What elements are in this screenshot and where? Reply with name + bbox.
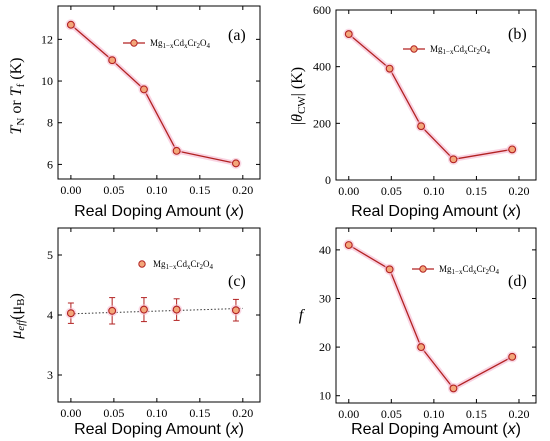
x-tick-label: 0.20 [232, 183, 253, 197]
x-tick-label: 0.15 [189, 183, 210, 197]
panel-a-legend-text: Mg1−xCdxCr2O4 [150, 38, 210, 50]
x-tick-label: 0.10 [146, 183, 167, 197]
data-point [417, 343, 426, 352]
panel-a-ylabel: TN or Tf (K) [8, 58, 27, 135]
panel-d-ylabel: f [299, 307, 306, 324]
data-point [108, 306, 117, 315]
x-tick-label: 0.20 [508, 407, 529, 421]
data-point [385, 64, 394, 73]
data-point [449, 155, 458, 164]
panel-b-xlabel: Real Doping Amount (x) [351, 203, 521, 220]
x-tick-label: 0.00 [60, 183, 81, 197]
y-tick-label: 20 [319, 340, 331, 354]
data-point [344, 241, 353, 249]
panel-a-legend: Mg1−xCdxCr2O4 [123, 38, 210, 50]
fit-line [70, 307, 243, 315]
panel-d-marks: 0.00 0.05 0.10 0.15 0.20 10 20 30 40 [319, 228, 536, 421]
x-tick-label: 0.10 [146, 406, 167, 420]
x-tick-label: 0.15 [189, 406, 210, 420]
x-tick-label: 0.10 [423, 184, 444, 198]
y-tick-label: 10 [319, 389, 331, 403]
y-tick-label: 200 [313, 116, 331, 130]
series-line [348, 244, 513, 390]
panel-a-legend-marker [130, 39, 138, 47]
data-point [140, 305, 148, 314]
y-tick-label: 4 [47, 308, 53, 322]
y-tick-label: 3 [47, 368, 53, 382]
panel-d-legend-marker [419, 265, 427, 273]
panel-d: 0.00 0.05 0.10 0.15 0.20 10 20 30 40 (d) Mg1−xCd… [299, 227, 537, 438]
y-tick-label: 6 [47, 157, 53, 171]
series-line-glow [347, 242, 514, 391]
data-point [172, 146, 181, 155]
x-tick-label: 0.00 [338, 407, 359, 421]
panel-b-legend-marker [410, 45, 418, 53]
y-tick-label: 400 [313, 60, 331, 74]
data-point [172, 305, 181, 314]
x-tick-label: 0.20 [232, 406, 253, 420]
panel-a-xlabel: Real Doping Amount (x) [74, 203, 244, 220]
y-tick-label: 600 [313, 3, 331, 17]
panel-d-label: (d) [508, 273, 527, 290]
data-point [108, 56, 117, 65]
x-tick-label: 0.05 [381, 184, 402, 198]
data-point [66, 309, 75, 318]
panel-c-marks: 0.00 0.05 0.10 0.15 0.20 3 4 5 [47, 228, 260, 420]
x-tick-label: 0.00 [338, 184, 359, 198]
y-tick-label: 12 [41, 32, 53, 46]
x-tick-label: 0.20 [508, 184, 529, 198]
x-tick-label: 0.15 [466, 184, 487, 198]
x-tick-label: 0.05 [103, 406, 124, 420]
y-tick-label: 40 [319, 243, 331, 257]
y-tick-label: 10 [41, 74, 53, 88]
data-point [417, 122, 426, 131]
panel-c-legend-marker [138, 260, 146, 268]
panel-b-marks: 0.00 0.05 0.10 0.15 0.20 0 200 400 600 [313, 3, 536, 198]
panel-b-label: (b) [508, 26, 527, 43]
panel-d-frame [335, 227, 537, 404]
panel-d-xlabel: Real Doping Amount (x) [351, 421, 521, 438]
panel-c-ylabel: μeff(μB) [8, 293, 27, 340]
data-point [140, 85, 148, 94]
data-point [508, 352, 517, 361]
panel-c-legend: Mg1−xCdxCr2O4 [138, 259, 213, 271]
panel-b: 0.00 0.05 0.10 0.15 0.20 0 200 400 600 (b) Mg1−x… [289, 3, 537, 220]
x-tick-label: 0.10 [423, 407, 444, 421]
panel-c: 0.00 0.05 0.10 0.15 0.20 3 4 5 (c) Mg1−xCdxCr2O… [8, 227, 261, 438]
panel-b-frame [335, 9, 537, 181]
x-tick-label: 0.05 [381, 407, 402, 421]
panel-c-label: (c) [228, 273, 246, 290]
x-tick-label: 0.05 [103, 183, 124, 197]
data-point [449, 384, 458, 393]
panel-d-legend-text: Mg1−xCdxCr2O4 [439, 264, 499, 276]
x-tick-label: 0.15 [466, 407, 487, 421]
panel-c-xlabel: Real Doping Amount (x) [74, 421, 244, 438]
panel-b-legend-text: Mg1−xCdxCr2O4 [430, 44, 490, 56]
panel-b-legend: Mg1−xCdxCr2O4 [403, 44, 490, 56]
data-point [231, 159, 240, 168]
y-tick-label: 0 [325, 173, 331, 187]
x-tick-label: 0.00 [60, 406, 81, 420]
panel-d-legend: Mg1−xCdxCr2O4 [412, 264, 499, 276]
data-point [231, 306, 240, 315]
data-point [344, 30, 353, 39]
panel-a-label: (a) [228, 27, 246, 44]
panel-b-ylabel: |θCW| (K) [289, 67, 308, 125]
panel-c-legend-text: Mg1−xCdxCr2O4 [153, 259, 213, 271]
data-point [508, 145, 517, 154]
y-tick-label: 5 [47, 248, 53, 262]
y-tick-label: 8 [47, 116, 53, 130]
panel-a: 0.00 0.05 0.10 0.15 0.20 6 8 10 12 (a) Mg1−xCdxC… [8, 5, 261, 220]
data-point [385, 265, 394, 274]
y-tick-label: 30 [319, 291, 331, 305]
panel-a-frame [57, 5, 261, 180]
panel-a-marks: 0.00 0.05 0.10 0.15 0.20 6 8 10 12 [41, 6, 260, 197]
panel-c-frame [57, 227, 261, 403]
data-point [66, 20, 75, 29]
